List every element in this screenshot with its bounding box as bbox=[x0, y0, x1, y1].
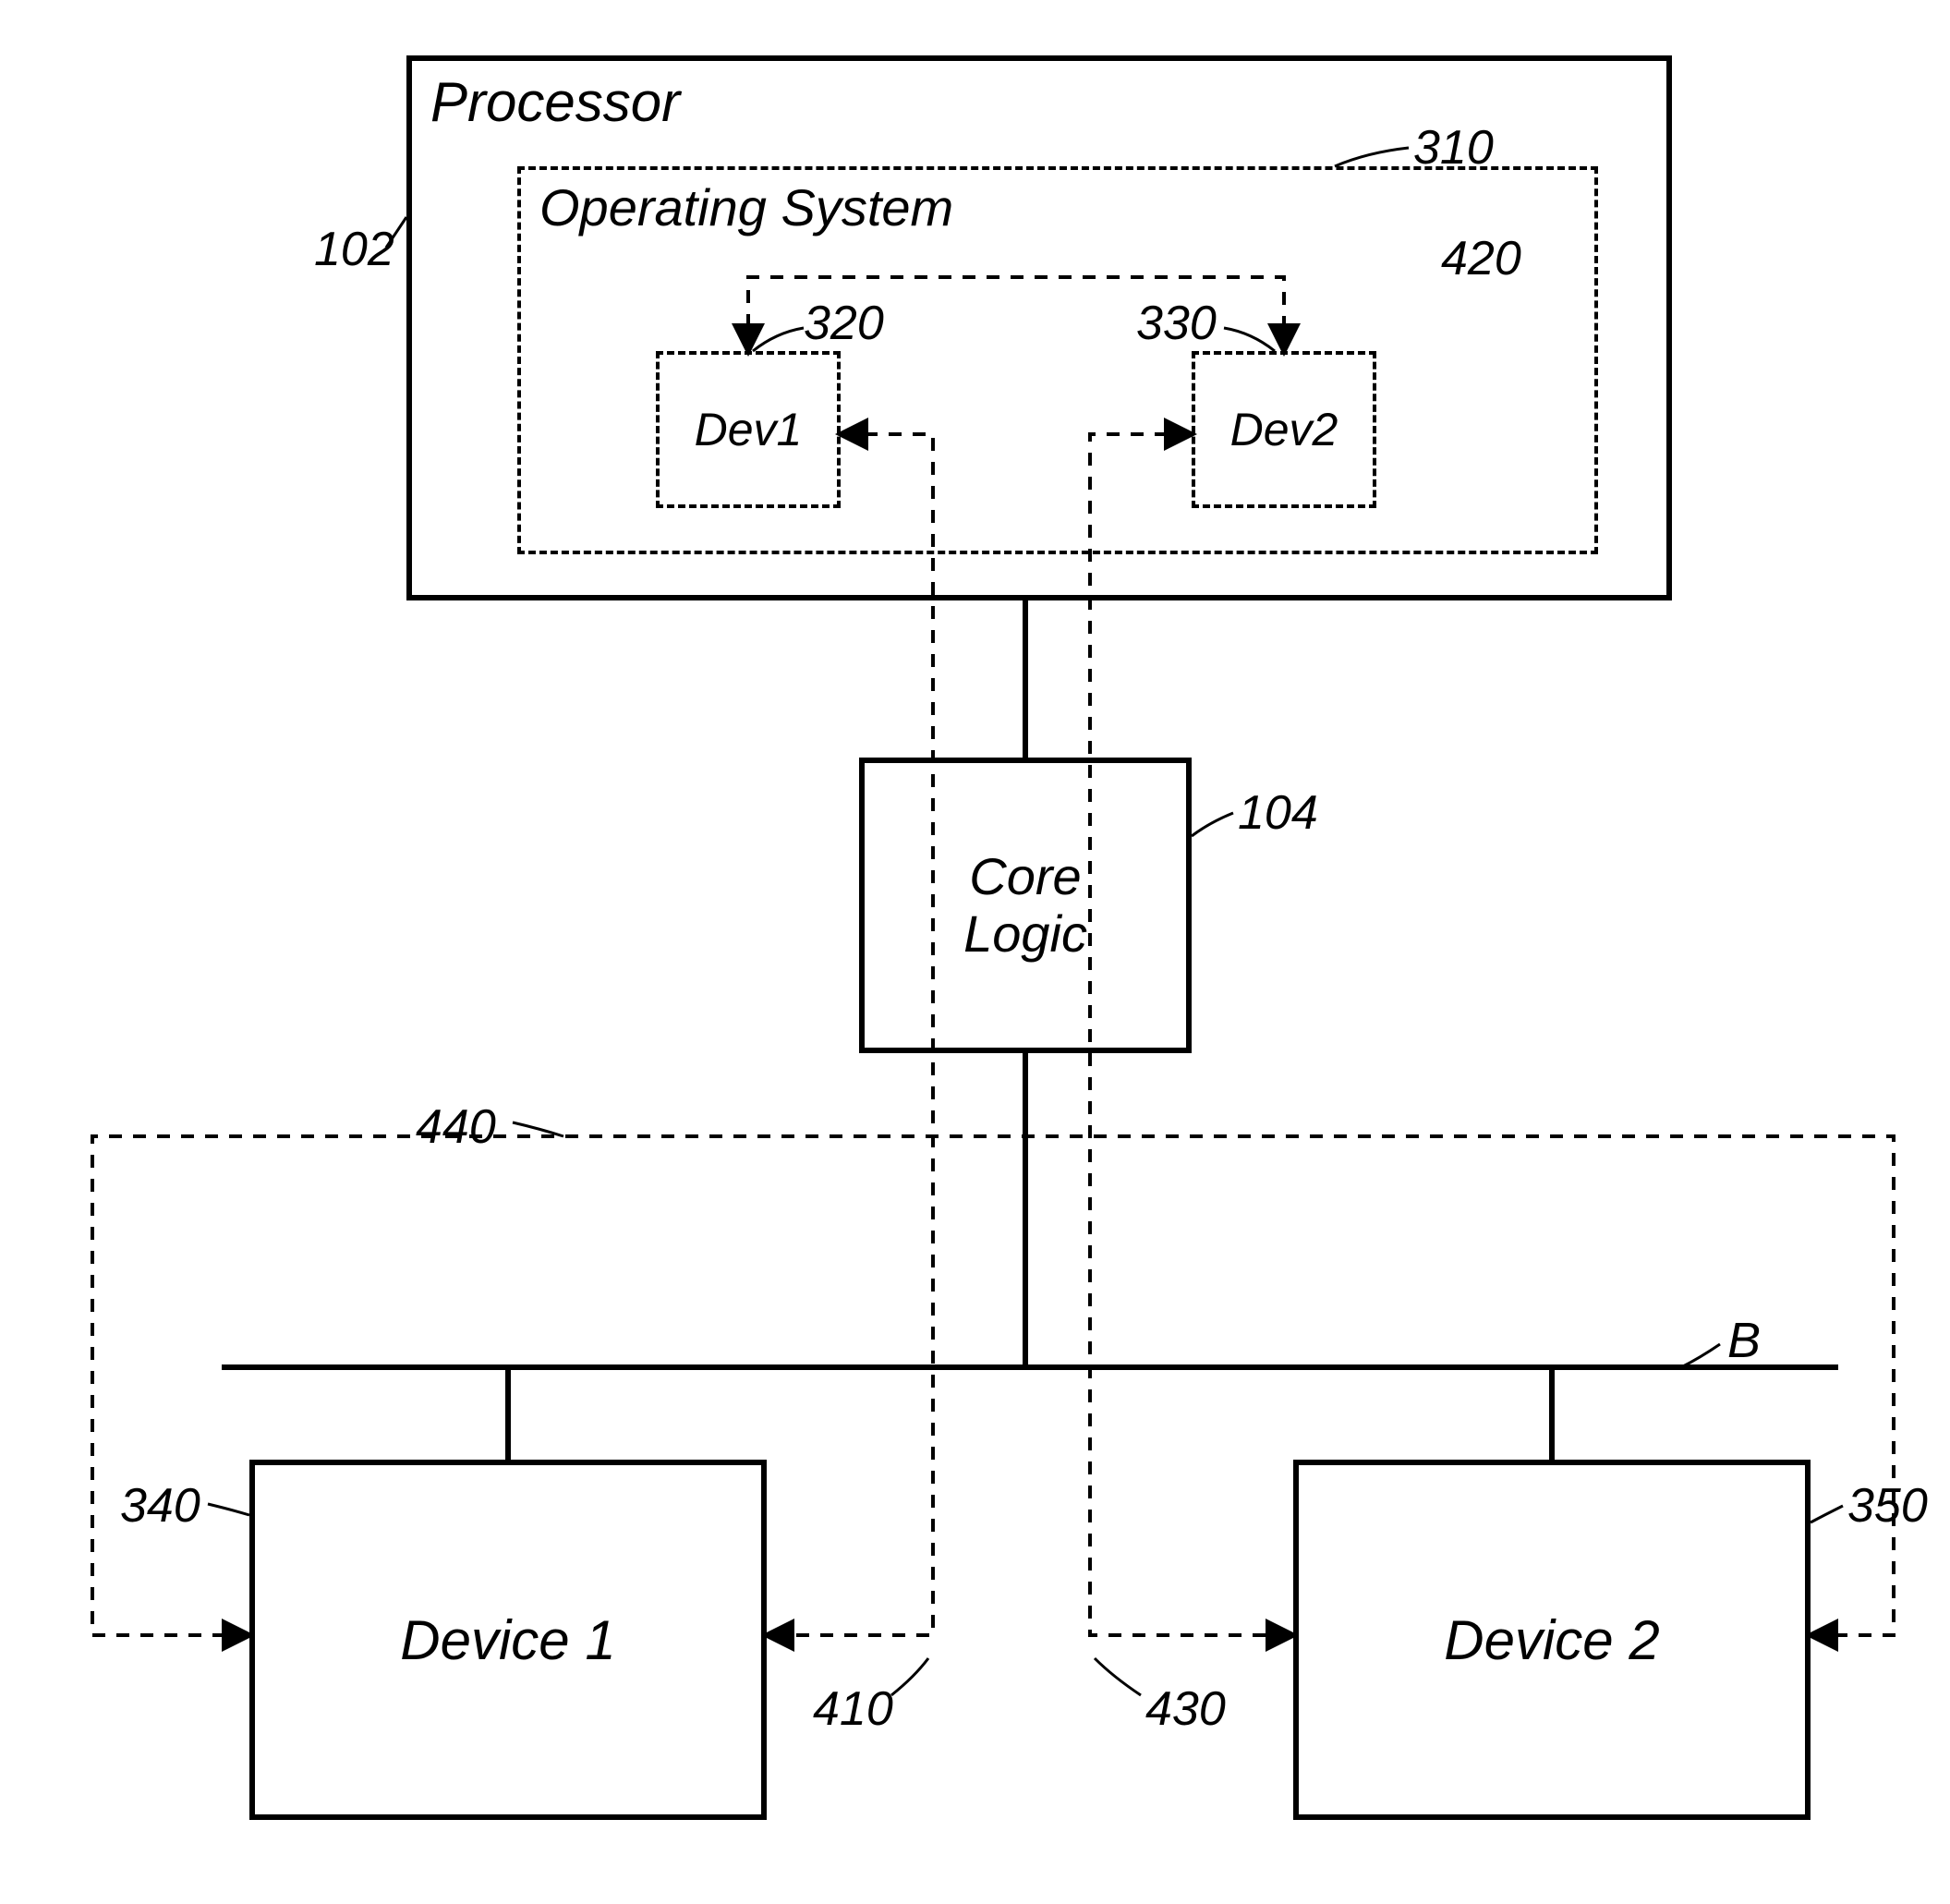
device1-box: Device 1 bbox=[249, 1460, 767, 1820]
diagram-canvas: Processor Operating System Dev1 Dev2 Cor… bbox=[0, 0, 1950, 1904]
dev2-label: Dev2 bbox=[1230, 403, 1338, 456]
ref-310: 310 bbox=[1413, 120, 1494, 176]
ref-350: 350 bbox=[1847, 1478, 1928, 1534]
leader-410 bbox=[891, 1658, 928, 1695]
os-label: Operating System bbox=[539, 177, 953, 237]
ref-440: 440 bbox=[416, 1099, 496, 1155]
device2-label: Device 2 bbox=[1444, 1608, 1659, 1672]
ref-340: 340 bbox=[120, 1478, 200, 1534]
ref-320: 320 bbox=[804, 296, 884, 351]
leader-B bbox=[1681, 1344, 1720, 1367]
ref-B: B bbox=[1727, 1312, 1761, 1369]
dev1-label: Dev1 bbox=[695, 403, 803, 456]
leader-430 bbox=[1095, 1658, 1141, 1695]
dev2-box: Dev2 bbox=[1192, 351, 1376, 508]
device2-box: Device 2 bbox=[1293, 1460, 1811, 1820]
ref-430: 430 bbox=[1145, 1681, 1226, 1737]
device1-label: Device 1 bbox=[400, 1608, 615, 1672]
core-logic-line1: Core Logic bbox=[963, 847, 1087, 963]
leader-340 bbox=[208, 1504, 249, 1515]
processor-label: Processor bbox=[430, 70, 680, 134]
ref-420: 420 bbox=[1441, 231, 1521, 286]
ref-330: 330 bbox=[1136, 296, 1217, 351]
leader-104 bbox=[1192, 813, 1233, 836]
leader-350 bbox=[1811, 1506, 1843, 1522]
core-logic-box: Core Logic bbox=[859, 758, 1192, 1053]
dev1-box: Dev1 bbox=[656, 351, 841, 508]
ref-102: 102 bbox=[314, 222, 394, 277]
ref-410: 410 bbox=[813, 1681, 893, 1737]
core-logic-label: Core Logic bbox=[963, 848, 1087, 962]
ref-104: 104 bbox=[1238, 785, 1318, 841]
leader-440 bbox=[513, 1122, 563, 1136]
